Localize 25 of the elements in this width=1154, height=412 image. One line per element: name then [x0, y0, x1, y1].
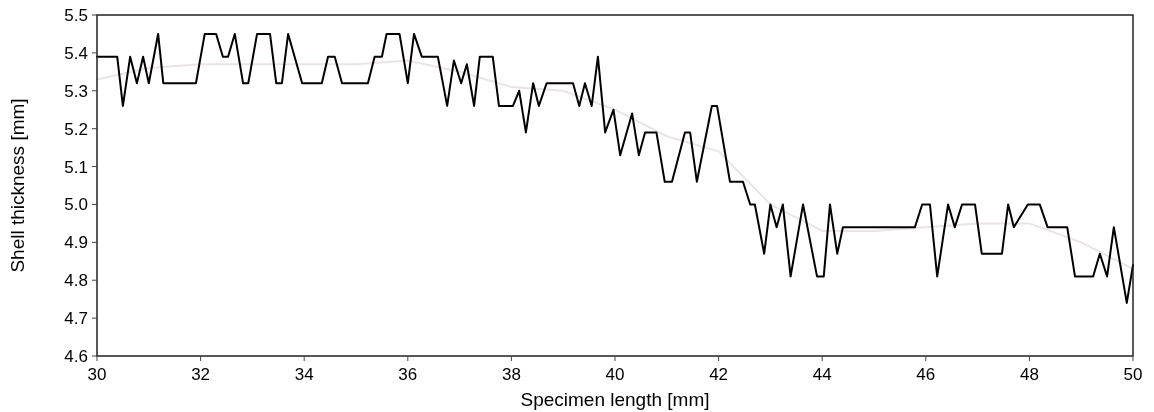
x-tick-label: 40	[605, 365, 625, 384]
x-tick-label: 50	[1123, 365, 1143, 384]
y-tick-label: 5.1	[64, 157, 88, 177]
y-tick-label: 4.9	[64, 233, 88, 253]
y-tick-label: 4.8	[64, 271, 88, 291]
y-tick-label: 5.5	[64, 5, 88, 25]
line-series	[96, 32, 1134, 304]
x-tick-label: 38	[501, 365, 521, 384]
x-tick-label: 32	[191, 365, 211, 384]
y-tick-label: 5.2	[64, 119, 88, 139]
x-axis-title: Specimen length [mm]	[520, 389, 710, 410]
x-tick-label: 34	[294, 365, 314, 384]
line-series	[96, 59, 1134, 270]
x-tick-label: 46	[916, 365, 936, 384]
x-tick-label: 36	[398, 365, 418, 384]
y-tick-label: 5.0	[64, 195, 88, 215]
x-tick-label: 42	[709, 365, 729, 384]
y-tick-label: 5.3	[64, 81, 88, 101]
y-tick-label: 4.7	[64, 309, 88, 329]
x-tick-label: 44	[812, 365, 832, 384]
x-tick-label: 48	[1019, 365, 1039, 384]
y-axis-title: Shell thickness [mm]	[7, 98, 28, 273]
x-tick-label: 30	[87, 365, 107, 384]
y-tick-label: 5.4	[64, 43, 88, 63]
y-tick-label: 4.6	[64, 346, 88, 366]
